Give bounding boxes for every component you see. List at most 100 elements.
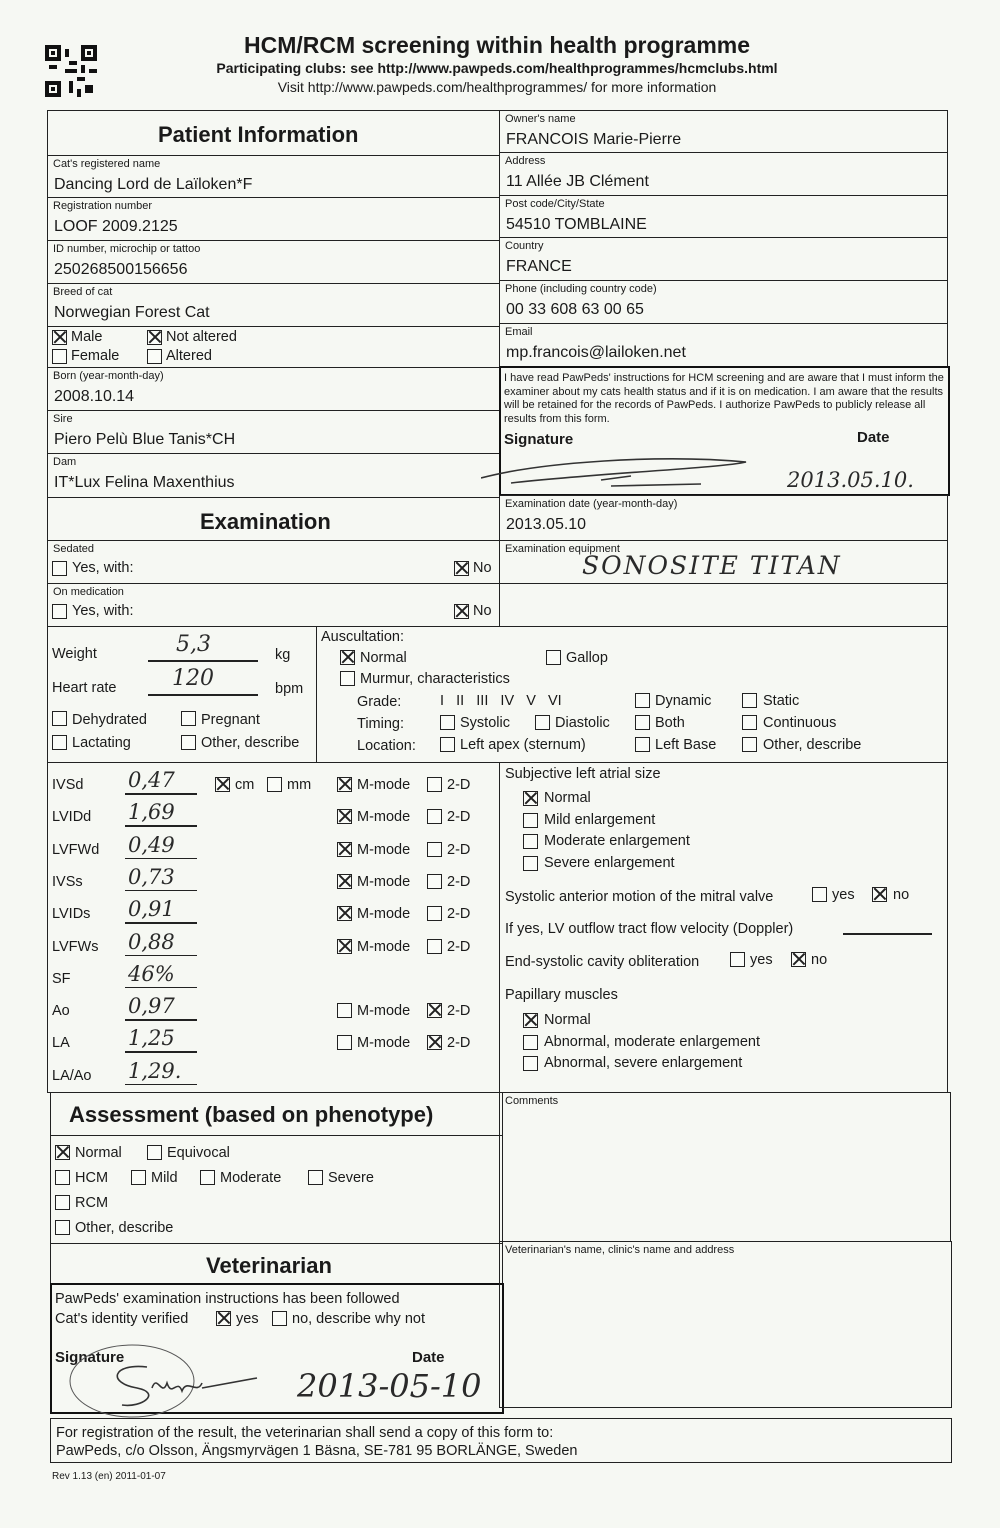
lactating-checkbox[interactable]	[52, 735, 67, 750]
atrial-size-option-checkbox[interactable]	[523, 834, 538, 850]
country-field[interactable]: Country FRANCE	[499, 237, 948, 281]
owner-name-field[interactable]: Owner's name FRANCOIS Marie-Pierre	[499, 110, 948, 153]
ivsd-value[interactable]: 0,47	[128, 768, 175, 792]
assessment-other-checkbox[interactable]	[55, 1220, 70, 1235]
dehydrated-checkbox[interactable]	[52, 711, 67, 726]
male-checkbox[interactable]	[52, 330, 67, 345]
atrial-size-option-checkbox[interactable]	[523, 812, 538, 828]
equipment-field[interactable]: Examination equipment SONOSITE TITAN	[499, 540, 948, 584]
static-checkbox[interactable]	[742, 693, 757, 708]
phone-field[interactable]: Phone (including country code) 00 33 608 …	[499, 280, 948, 324]
left-apex-checkbox[interactable]	[440, 737, 455, 752]
equivocal-checkbox[interactable]	[147, 1145, 162, 1160]
cat-name-field[interactable]: Cat's registered name Dancing Lord de Laï…	[47, 155, 500, 198]
both-checkbox[interactable]	[635, 715, 650, 730]
id-number-field[interactable]: ID number, microchip or tattoo 2502685001…	[47, 240, 500, 284]
sam-no-checkbox[interactable]	[872, 887, 887, 902]
ivsd-2d-checkbox[interactable]	[427, 777, 442, 792]
gallop-checkbox[interactable]	[546, 650, 561, 665]
la-ao-value[interactable]: 1,29.	[128, 1058, 182, 1083]
patient-heading: Patient Information	[158, 122, 359, 147]
atrial-size-option-checkbox[interactable]	[523, 791, 538, 806]
left-base-checkbox[interactable]	[635, 737, 650, 752]
esco-no-checkbox[interactable]	[791, 952, 806, 967]
auscultation-normal-checkbox[interactable]	[340, 650, 355, 665]
la-value[interactable]: 1,25	[128, 1026, 175, 1051]
mild-checkbox[interactable]	[131, 1170, 146, 1185]
female-checkbox[interactable]	[52, 349, 67, 364]
lvfwd-value[interactable]: 0,49	[128, 832, 175, 857]
unit-mm-checkbox[interactable]	[267, 777, 282, 792]
ivss-value[interactable]: 0,73	[128, 864, 175, 889]
born-field[interactable]: Born (year-month-day) 2008.10.14	[47, 367, 500, 411]
la-2d-checkbox[interactable]	[427, 1035, 442, 1051]
ivsd-mmode-checkbox[interactable]	[337, 777, 352, 792]
continuous-checkbox[interactable]	[742, 715, 757, 730]
email-field[interactable]: Email mp.francois@lailoken.net	[499, 323, 948, 367]
weight-value[interactable]: 5,3	[176, 632, 211, 657]
vet-name-field[interactable]: Veterinarian's name, clinic's name and a…	[499, 1241, 952, 1408]
identity-no-checkbox[interactable]	[272, 1311, 287, 1326]
exam-date-field[interactable]: Examination date (year-month-day) 2013.05…	[499, 495, 948, 541]
lvfwd-2d-checkbox[interactable]	[427, 841, 442, 857]
comments-field[interactable]: Comments	[499, 1092, 951, 1242]
not-altered-checkbox[interactable]	[147, 330, 162, 345]
participating-clubs-link[interactable]: Participating clubs: see http://www.pawp…	[216, 60, 778, 76]
ao-value[interactable]: 0,97	[128, 994, 175, 1019]
dynamic-checkbox[interactable]	[635, 693, 650, 708]
papillary-option-checkbox[interactable]	[523, 1056, 538, 1071]
pregnant-checkbox[interactable]	[181, 711, 196, 726]
identity-yes-checkbox[interactable]	[216, 1311, 231, 1326]
la-mmode-checkbox[interactable]	[337, 1035, 352, 1051]
lvidd-2d-checkbox[interactable]	[427, 809, 442, 825]
rcm-checkbox[interactable]	[55, 1195, 70, 1210]
lvfws-2d-checkbox[interactable]	[427, 938, 442, 954]
lvids-mmode-checkbox[interactable]	[337, 906, 352, 922]
sedated-no-checkbox[interactable]	[454, 561, 469, 576]
severe-checkbox[interactable]	[308, 1170, 323, 1185]
dam-field[interactable]: Dam IT*Lux Felina Maxenthius	[47, 453, 500, 498]
lvidd-value[interactable]: 1,69	[128, 800, 175, 825]
lvfws-mmode-checkbox[interactable]	[337, 938, 352, 954]
other-condition-checkbox[interactable]	[181, 735, 196, 750]
location-other-checkbox[interactable]	[742, 737, 757, 752]
esco-yes-checkbox[interactable]	[730, 952, 745, 967]
altered-checkbox[interactable]	[147, 349, 162, 364]
sedated-yes-checkbox[interactable]	[52, 561, 67, 576]
murmur-checkbox[interactable]	[340, 671, 355, 686]
diastolic-checkbox[interactable]	[535, 715, 550, 730]
hcm-checkbox[interactable]	[55, 1170, 70, 1185]
unit-cm-checkbox[interactable]	[215, 777, 230, 792]
sire-field[interactable]: Sire Piero Pelù Blue Tanis*CH	[47, 410, 500, 454]
more-info-link[interactable]: Visit http://www.pawpeds.com/healthprogr…	[277, 79, 717, 95]
ao-mmode-checkbox[interactable]	[337, 1003, 352, 1019]
lvfws-value[interactable]: 0,88	[128, 929, 175, 954]
sam-yes-checkbox[interactable]	[812, 887, 827, 902]
moderate-checkbox[interactable]	[200, 1170, 215, 1185]
murmur-label: Murmur, characteristics	[360, 671, 510, 687]
lvidd-mmode-checkbox[interactable]	[337, 809, 352, 825]
postcode-field[interactable]: Post code/City/State 54510 TOMBLAINE	[499, 195, 948, 238]
medication-yes-checkbox[interactable]	[52, 604, 67, 619]
ivss-2d-checkbox[interactable]	[427, 873, 442, 889]
grade-options[interactable]: I II III IV V VI	[440, 693, 562, 709]
papillary-option-checkbox[interactable]	[523, 1013, 538, 1028]
divider	[50, 1135, 503, 1137]
vet-heading-cell: Veterinarian	[50, 1243, 503, 1285]
medication-no-checkbox[interactable]	[454, 604, 469, 619]
lvfwd-mmode-checkbox[interactable]	[337, 841, 352, 857]
assessment-normal-checkbox[interactable]	[55, 1145, 70, 1160]
sf-value[interactable]: 46%	[128, 961, 175, 986]
systolic-checkbox[interactable]	[440, 715, 455, 730]
lvids-value[interactable]: 0,91	[128, 897, 175, 922]
address-field[interactable]: Address 11 Allée JB Clément	[499, 152, 948, 196]
registration-field[interactable]: Registration number LOOF 2009.2125	[47, 197, 500, 241]
breed-field[interactable]: Breed of cat Norwegian Forest Cat	[47, 283, 500, 327]
lvot-input-line[interactable]	[843, 933, 932, 935]
ivss-mmode-checkbox[interactable]	[337, 873, 352, 889]
atrial-size-option-checkbox[interactable]	[523, 856, 538, 872]
ao-2d-checkbox[interactable]	[427, 1003, 442, 1019]
lvids-2d-checkbox[interactable]	[427, 906, 442, 922]
heart-rate-value[interactable]: 120	[172, 666, 214, 691]
papillary-option-checkbox[interactable]	[523, 1034, 538, 1050]
